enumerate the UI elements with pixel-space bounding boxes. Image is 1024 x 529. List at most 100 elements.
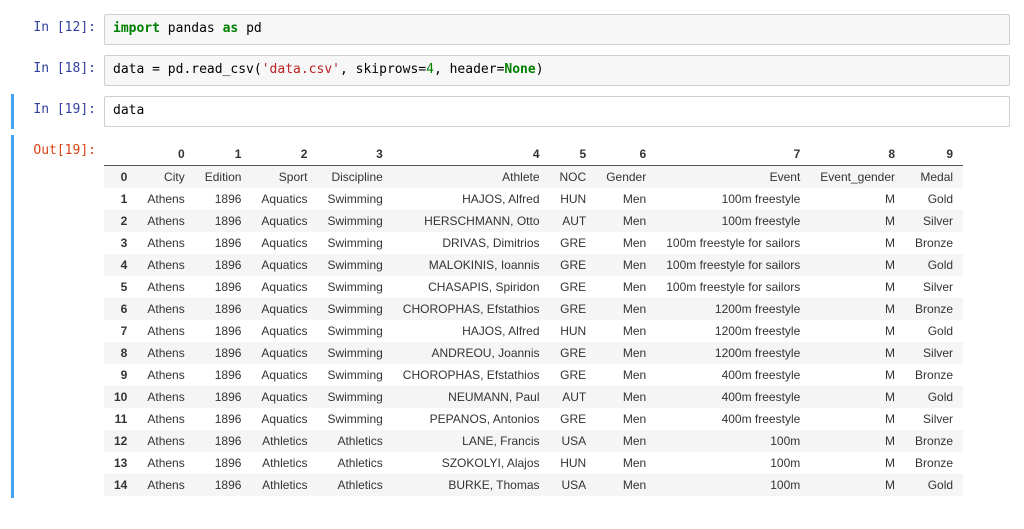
dataframe-cell: Men: [596, 276, 656, 298]
dataframe-cell: Athens: [137, 298, 194, 320]
dataframe-cell: Athens: [137, 210, 194, 232]
dataframe-cell: NEUMANN, Paul: [393, 386, 550, 408]
dataframe-cell: GRE: [550, 276, 597, 298]
dataframe-cell: Discipline: [317, 165, 392, 188]
dataframe-cell: Athens: [137, 254, 194, 276]
dataframe-cell: DRIVAS, Dimitrios: [393, 232, 550, 254]
dataframe-cell: Swimming: [317, 276, 392, 298]
dataframe-cell: PEPANOS, Antonios: [393, 408, 550, 430]
dataframe-cell: Bronze: [905, 430, 963, 452]
dataframe-cell: Silver: [905, 210, 963, 232]
dataframe-cell: Athens: [137, 452, 194, 474]
code-input[interactable]: import pandas as pd: [104, 14, 1010, 45]
dataframe-cell: Aquatics: [251, 188, 317, 210]
dataframe-cell: Bronze: [905, 232, 963, 254]
dataframe-cell: AUT: [550, 386, 597, 408]
dataframe-cell: HUN: [550, 188, 597, 210]
dataframe-column-header: 8: [810, 143, 905, 166]
dataframe-cell: Silver: [905, 276, 963, 298]
table-row: 2Athens1896AquaticsSwimmingHERSCHMANN, O…: [104, 210, 963, 232]
dataframe-cell: Swimming: [317, 210, 392, 232]
dataframe-cell: HAJOS, Alfred: [393, 320, 550, 342]
dataframe-cell: Aquatics: [251, 408, 317, 430]
dataframe-cell: CHASAPIS, Spiridon: [393, 276, 550, 298]
dataframe-cell: M: [810, 276, 905, 298]
table-row: 12Athens1896AthleticsAthleticsLANE, Fran…: [104, 430, 963, 452]
dataframe-cell: 100m freestyle for sailors: [656, 232, 810, 254]
code-input[interactable]: data = pd.read_csv('data.csv', skiprows=…: [104, 55, 1010, 86]
dataframe-cell: 1896: [195, 430, 252, 452]
dataframe-cell: Aquatics: [251, 298, 317, 320]
notebook-cell-input[interactable]: In [19]:data: [11, 94, 1010, 129]
notebook-cell-input[interactable]: In [18]:data = pd.read_csv('data.csv', s…: [14, 53, 1010, 88]
dataframe-cell: 1896: [195, 452, 252, 474]
dataframe-column-header: 0: [137, 143, 194, 166]
dataframe-cell: Men: [596, 298, 656, 320]
dataframe-row-index: 13: [104, 452, 137, 474]
dataframe-cell: Athletics: [317, 452, 392, 474]
dataframe-row-index: 0: [104, 165, 137, 188]
dataframe-cell: Swimming: [317, 320, 392, 342]
dataframe-cell: Athens: [137, 430, 194, 452]
table-row: 7Athens1896AquaticsSwimmingHAJOS, Alfred…: [104, 320, 963, 342]
dataframe-cell: Aquatics: [251, 210, 317, 232]
dataframe-cell: Swimming: [317, 254, 392, 276]
dataframe-cell: BURKE, Thomas: [393, 474, 550, 496]
table-row: 4Athens1896AquaticsSwimmingMALOKINIS, Io…: [104, 254, 963, 276]
dataframe-cell: Aquatics: [251, 342, 317, 364]
dataframe-cell: 100m freestyle: [656, 188, 810, 210]
dataframe-cell: M: [810, 386, 905, 408]
dataframe-cell: GRE: [550, 408, 597, 430]
dataframe-cell: City: [137, 165, 194, 188]
dataframe-cell: M: [810, 210, 905, 232]
dataframe-cell: Men: [596, 320, 656, 342]
dataframe-row-index: 12: [104, 430, 137, 452]
dataframe-cell: Men: [596, 430, 656, 452]
dataframe-cell: Swimming: [317, 188, 392, 210]
dataframe-cell: Athens: [137, 188, 194, 210]
dataframe-cell: 1896: [195, 364, 252, 386]
dataframe-cell: Gender: [596, 165, 656, 188]
dataframe-cell: M: [810, 452, 905, 474]
notebook-cell-input[interactable]: In [12]:import pandas as pd: [14, 12, 1010, 47]
dataframe-cell: Medal: [905, 165, 963, 188]
dataframe-cell: 1896: [195, 408, 252, 430]
dataframe-column-header: 9: [905, 143, 963, 166]
dataframe-cell: Aquatics: [251, 232, 317, 254]
dataframe-column-header: 7: [656, 143, 810, 166]
dataframe-cell: 400m freestyle: [656, 408, 810, 430]
dataframe-cell: Men: [596, 364, 656, 386]
dataframe-cell: MALOKINIS, Ioannis: [393, 254, 550, 276]
dataframe-cell: Men: [596, 254, 656, 276]
dataframe-cell: 1896: [195, 210, 252, 232]
dataframe-column-header: 6: [596, 143, 656, 166]
dataframe-cell: Athens: [137, 474, 194, 496]
dataframe-cell: 1896: [195, 188, 252, 210]
dataframe-cell: Swimming: [317, 386, 392, 408]
dataframe-cell: 1896: [195, 320, 252, 342]
dataframe-cell: Men: [596, 210, 656, 232]
dataframe-cell: AUT: [550, 210, 597, 232]
dataframe-cell: 1200m freestyle: [656, 298, 810, 320]
dataframe-cell: Athens: [137, 408, 194, 430]
dataframe-cell: CHOROPHAS, Efstathios: [393, 364, 550, 386]
dataframe-cell: Athletics: [251, 430, 317, 452]
dataframe-row-index: 1: [104, 188, 137, 210]
code-input[interactable]: data: [104, 96, 1010, 127]
dataframe-row-index: 2: [104, 210, 137, 232]
dataframe-cell: Gold: [905, 474, 963, 496]
dataframe-row-index: 6: [104, 298, 137, 320]
table-row: 14Athens1896AthleticsAthleticsBURKE, Tho…: [104, 474, 963, 496]
dataframe-cell: 400m freestyle: [656, 386, 810, 408]
input-prompt: In [19]:: [14, 96, 104, 118]
dataframe-table: 01234567890CityEditionSportDisciplineAth…: [104, 143, 963, 496]
dataframe-cell: 1200m freestyle: [656, 342, 810, 364]
dataframe-cell: Athens: [137, 342, 194, 364]
dataframe-cell: Gold: [905, 188, 963, 210]
input-prompt: In [18]:: [14, 55, 104, 77]
dataframe-cell: GRE: [550, 298, 597, 320]
dataframe-cell: CHOROPHAS, Efstathios: [393, 298, 550, 320]
table-row: 6Athens1896AquaticsSwimmingCHOROPHAS, Ef…: [104, 298, 963, 320]
dataframe-cell: 100m freestyle for sailors: [656, 254, 810, 276]
dataframe-row-index: 3: [104, 232, 137, 254]
